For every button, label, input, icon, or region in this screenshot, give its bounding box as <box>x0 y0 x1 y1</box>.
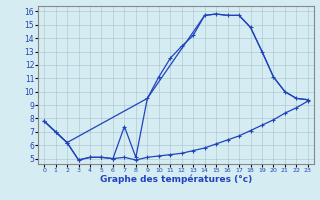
X-axis label: Graphe des températures (°c): Graphe des températures (°c) <box>100 175 252 184</box>
